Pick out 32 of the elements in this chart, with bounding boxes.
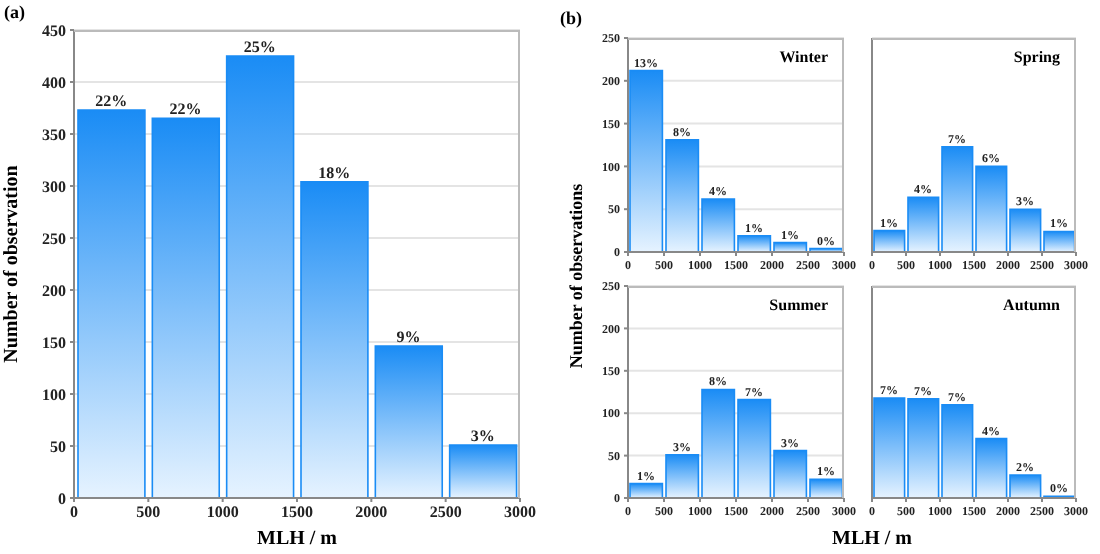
x-tick-label: 3000 [504,503,536,522]
annotation: 25% [243,38,276,56]
y-axis-title: Number of observations [566,183,586,369]
text: Summer [769,296,828,314]
x-tick-label: 2000 [355,503,388,522]
y-tick-label: 100 [42,385,66,404]
text: (b) [560,8,582,28]
y-tick-label: 200 [42,281,66,300]
y-tick-label: 50 [50,437,66,456]
annotation: 22% [95,92,128,111]
y-tick-label: 300 [42,177,66,196]
text: Spring [1013,48,1060,66]
annotation: 3% [470,426,495,445]
text: Winter [779,48,828,66]
annotation: 18% [318,163,351,182]
x-tick-label: 500 [136,503,161,522]
y-tick-label: 350 [42,125,66,144]
y-tick-label: 400 [42,73,66,92]
annotation: 9% [396,328,421,347]
x-tick-label: 2500 [429,503,462,522]
x-axis-title: MLH / m [257,528,337,550]
y-tick-label: 450 [42,21,66,40]
y-tick-label: 150 [42,333,66,352]
text: (a) [4,2,25,22]
x-tick-label: 1500 [281,503,313,522]
x-axis-title: MLH / m [832,528,912,550]
text: Autumn [1003,296,1060,314]
y-axis-title: Number of observation [1,165,23,363]
y-tick-label: 250 [42,229,66,248]
x-tick-label: 0 [70,503,78,522]
annotation: 22% [169,100,202,119]
x-tick-label: 1000 [206,503,239,522]
